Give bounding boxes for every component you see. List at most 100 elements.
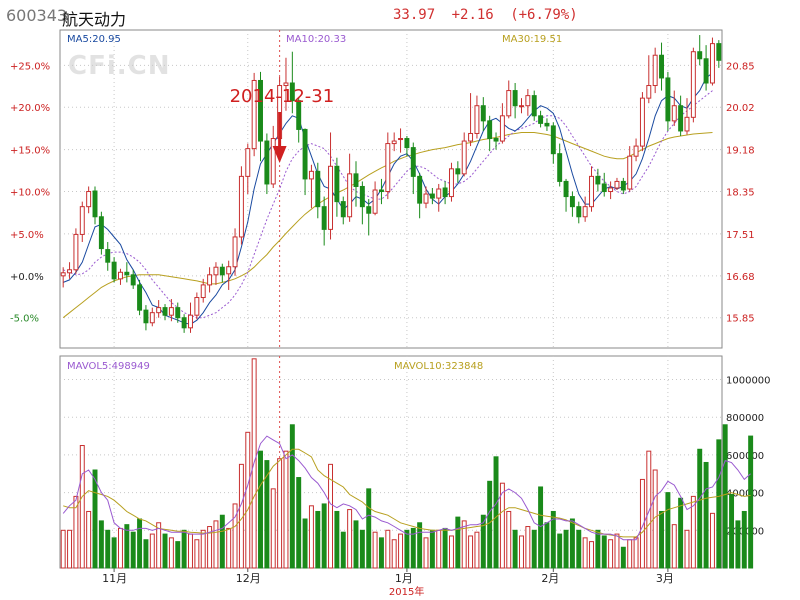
candle-body xyxy=(684,116,690,132)
volume-bar xyxy=(678,497,684,569)
price-right-tick-label: 17.51 xyxy=(726,230,755,241)
candle-body xyxy=(200,284,206,299)
candle-body xyxy=(117,271,123,280)
candle-body xyxy=(563,180,569,198)
candle-body xyxy=(652,54,658,87)
volume-bar xyxy=(391,539,397,569)
volume-bar xyxy=(639,478,645,569)
month-label: 3月 xyxy=(656,572,674,585)
volume-bar xyxy=(73,495,79,569)
annotation-date-label: 2014-12-31 xyxy=(230,86,335,107)
volume-bar xyxy=(289,424,295,569)
candle-body xyxy=(143,309,149,324)
candle-body xyxy=(531,95,537,117)
volume-bar xyxy=(550,510,556,569)
volume-bar xyxy=(519,535,524,569)
price-quote: 33.97 +2.16 (+6.79%) xyxy=(393,7,586,23)
candle-body xyxy=(149,312,155,324)
candle-body xyxy=(353,173,359,187)
volume-bar xyxy=(690,495,696,569)
volume-bar xyxy=(124,524,130,569)
candle-body xyxy=(448,168,454,198)
volume-bar xyxy=(207,526,213,569)
volume-bar xyxy=(531,529,537,569)
price-left-tick-label: +5.0% xyxy=(10,230,44,241)
volume-bar xyxy=(359,529,365,569)
volume-tick-label: 400000 xyxy=(726,489,764,500)
volume-bar xyxy=(378,537,384,569)
volume-bar xyxy=(589,541,594,569)
volume-bar xyxy=(181,529,187,569)
volume-bar xyxy=(245,431,251,569)
volume-bar xyxy=(646,450,652,569)
candle-body xyxy=(168,307,174,316)
candle-body xyxy=(347,173,353,218)
candle-body xyxy=(525,95,531,107)
volume-bar xyxy=(538,486,544,569)
volume-bar xyxy=(455,516,461,569)
volume-bar xyxy=(595,529,601,569)
volume-bar xyxy=(340,531,346,569)
candle-body xyxy=(67,269,73,274)
candle-body xyxy=(659,54,665,79)
candle-body xyxy=(595,175,601,185)
volume-bar xyxy=(557,533,563,569)
volume-bar xyxy=(697,448,703,569)
candle-body xyxy=(493,138,499,142)
month-label: 11月 xyxy=(102,572,127,585)
volume-bar xyxy=(404,529,410,569)
candle-body xyxy=(461,140,467,175)
volume-bar xyxy=(659,510,665,569)
price-left-tick-label: +10.0% xyxy=(10,188,50,199)
candle-body xyxy=(404,138,410,149)
candle-body xyxy=(550,125,556,155)
ma-legend-label: MA5:20.95 xyxy=(67,34,121,45)
volume-bar xyxy=(232,503,238,569)
candle-body xyxy=(124,271,130,276)
candle-body xyxy=(283,82,289,87)
volume-bar xyxy=(563,529,569,569)
volume-bar xyxy=(277,458,283,569)
price-left-tick-label: +15.0% xyxy=(10,146,50,157)
mavol-legend-label: MAVOL10:323848 xyxy=(394,361,483,372)
volume-bar xyxy=(684,529,690,569)
volume-bar xyxy=(429,529,435,569)
month-label: 2月 xyxy=(541,572,559,585)
candle-body xyxy=(315,170,321,208)
candle-body xyxy=(487,120,493,140)
candle-body xyxy=(512,90,518,107)
volume-bar xyxy=(270,488,276,569)
candle-body xyxy=(569,196,575,208)
volume-bar xyxy=(735,520,741,569)
volume-bar xyxy=(168,537,174,569)
volume-bar xyxy=(264,460,270,569)
candle-body xyxy=(614,180,620,189)
candle-body xyxy=(455,168,461,175)
volume-bar xyxy=(156,522,162,569)
price-right-tick-label: 18.35 xyxy=(726,188,755,199)
price-change-pct: (+6.79%) xyxy=(510,7,578,23)
candle-body xyxy=(436,188,442,199)
volume-bar xyxy=(506,510,512,569)
candle-body xyxy=(328,165,334,230)
candle-body xyxy=(417,175,423,204)
candle-body xyxy=(219,266,225,276)
candle-body xyxy=(576,206,582,218)
volume-bar xyxy=(188,533,193,569)
candle-body xyxy=(213,266,219,276)
volume-bar xyxy=(334,510,340,569)
stock-code: 600343 xyxy=(6,6,68,25)
last-price: 33.97 xyxy=(393,7,436,23)
volume-bar xyxy=(748,435,754,569)
volume-bar xyxy=(79,445,85,569)
volume-bar xyxy=(525,526,531,569)
candle-body xyxy=(98,216,104,250)
volume-bar xyxy=(512,529,518,569)
candle-body xyxy=(175,307,181,319)
volume-tick-label: 600000 xyxy=(726,451,764,462)
volume-bar xyxy=(436,529,442,569)
volume-bar xyxy=(423,537,429,569)
candle-body xyxy=(334,165,340,203)
volume-bar xyxy=(117,527,123,569)
candle-body xyxy=(671,105,677,122)
